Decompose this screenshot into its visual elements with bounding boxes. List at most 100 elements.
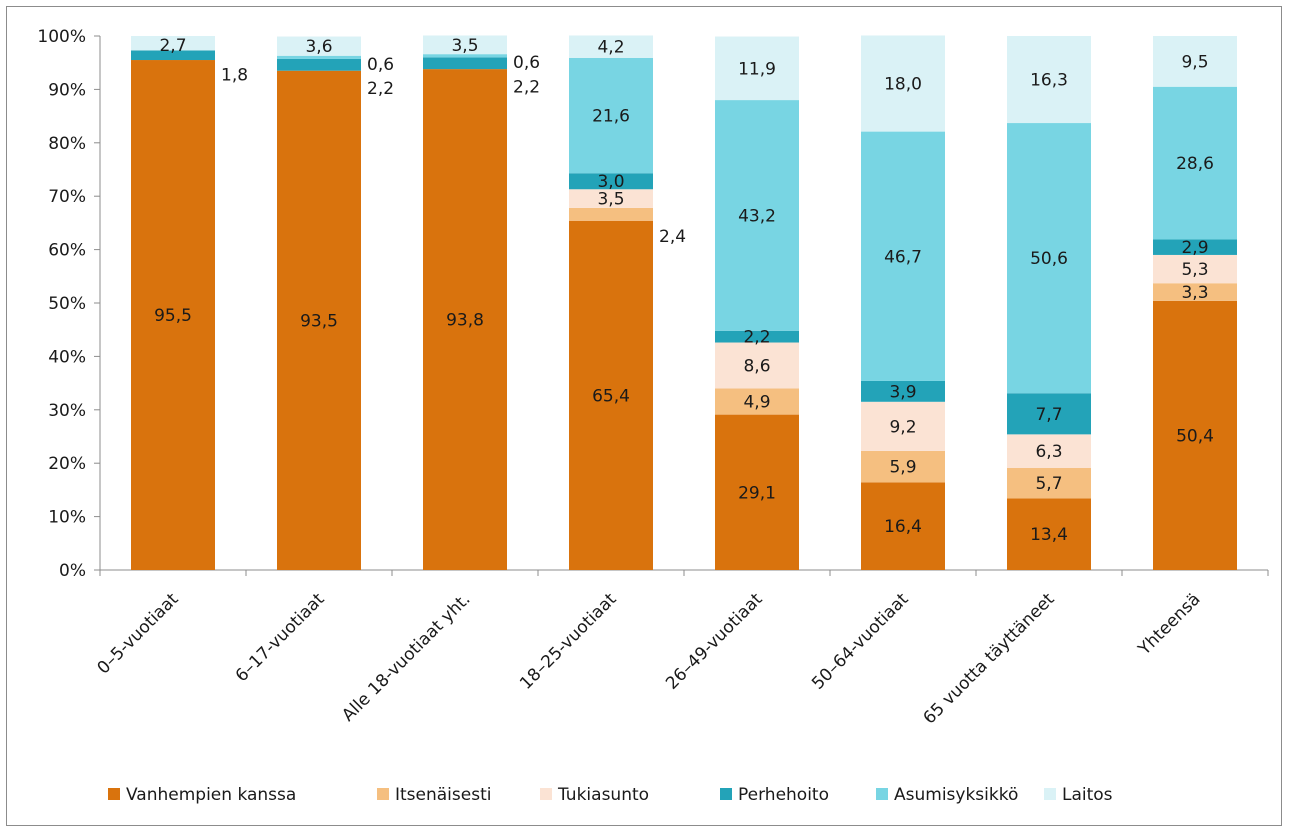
y-tick-label: 60% [48, 241, 86, 261]
data-label: 11,9 [738, 59, 776, 79]
legend-swatch [876, 788, 888, 800]
bar-segment [569, 57, 653, 174]
bar-segment [1153, 300, 1237, 570]
bar-segment [715, 330, 799, 343]
bar-segment [131, 50, 215, 61]
data-label: 16,4 [884, 517, 922, 537]
y-tick-label: 80% [48, 134, 86, 154]
category-label: 6–17-vuotiaat [232, 589, 329, 686]
bar-segment [1153, 239, 1237, 255]
data-label: 9,5 [1181, 52, 1208, 72]
y-tick-label: 10% [48, 508, 86, 528]
category-label: Yhteensä [1134, 589, 1205, 660]
bar-segment [715, 414, 799, 570]
bar-segment [1153, 36, 1237, 87]
data-label: 9,2 [889, 417, 916, 437]
data-label: 95,5 [154, 306, 192, 326]
y-tick-label: 20% [48, 454, 86, 474]
data-label: 0,6 [513, 53, 540, 73]
data-label: 3,6 [305, 37, 332, 57]
bar-segment [1007, 36, 1091, 124]
bar-segment [423, 54, 507, 58]
bar-segment [277, 58, 361, 71]
bar-segment [131, 60, 215, 570]
category-label: Alle 18-vuotiaat yht. [338, 589, 474, 725]
data-label: 93,5 [300, 311, 338, 331]
data-label: 50,4 [1176, 426, 1214, 446]
bar-segment [1153, 86, 1237, 240]
category-label: 65 vuotta täyttäneet [919, 589, 1058, 728]
bar-segment [1153, 283, 1237, 301]
bar-segment [861, 482, 945, 570]
bar-segment [569, 189, 653, 208]
data-label: 6,3 [1035, 442, 1062, 462]
bar-segment [423, 57, 507, 70]
y-tick-label: 100% [37, 27, 86, 47]
y-tick-label: 50% [48, 294, 86, 314]
data-label: 29,1 [738, 483, 776, 503]
data-label: 5,3 [1181, 260, 1208, 280]
data-label: 93,8 [446, 311, 484, 331]
data-label: 4,9 [743, 393, 770, 413]
data-label: 3,0 [597, 172, 624, 192]
bar-segment [277, 70, 361, 571]
y-tick-label: 0% [59, 561, 86, 581]
y-tick-label: 90% [48, 80, 86, 100]
data-label: 3,9 [889, 382, 916, 402]
bar-segment [569, 173, 653, 190]
bar-segment [1153, 254, 1237, 284]
data-label: 4,2 [597, 38, 624, 58]
data-label: 2,7 [159, 36, 186, 56]
bar-segment [715, 36, 799, 101]
data-label: 43,2 [738, 206, 776, 226]
data-label: 16,3 [1030, 71, 1068, 91]
legend-label: Tukiasunto [557, 785, 649, 805]
data-label: 18,0 [884, 75, 922, 95]
data-label: 8,6 [743, 356, 770, 376]
legend-swatch [720, 788, 732, 800]
legend-swatch [540, 788, 552, 800]
legend-label: Itsenäisesti [395, 785, 491, 805]
category-label: 0–5-vuotiaat [93, 589, 182, 678]
data-label: 2,2 [743, 328, 770, 348]
bar-segment [861, 131, 945, 381]
legend-label: Perhehoito [738, 785, 829, 805]
legend-label: Vanhempien kanssa [126, 785, 296, 805]
bar-segment [423, 35, 507, 55]
bar-segment [277, 55, 361, 59]
bar-segment [131, 36, 215, 51]
bar-segment [569, 220, 653, 570]
data-label: 7,7 [1035, 405, 1062, 425]
bar-segment [1007, 468, 1091, 499]
data-label: 3,5 [451, 36, 478, 56]
legend-swatch [108, 788, 120, 800]
legend-swatch [1044, 788, 1056, 800]
data-label: 2,4 [659, 227, 686, 247]
data-label: 1,8 [221, 65, 248, 85]
data-label: 2,2 [367, 79, 394, 99]
legend-swatch [377, 788, 389, 800]
bar-segment [861, 35, 945, 132]
category-label: 18–25-vuotiaat [516, 589, 621, 694]
bar-segment [861, 450, 945, 483]
data-label: 28,6 [1176, 154, 1214, 174]
y-tick-label: 40% [48, 347, 86, 367]
bar-segment [1007, 393, 1091, 435]
y-tick-label: 30% [48, 401, 86, 421]
bar-segment [1007, 123, 1091, 394]
data-label: 3,3 [1181, 283, 1208, 303]
data-label: 0,6 [367, 55, 394, 75]
bar-segment [277, 36, 361, 56]
bar-segment [423, 69, 507, 570]
data-label: 21,6 [592, 107, 630, 127]
data-label: 46,7 [884, 247, 922, 267]
category-label: 26–49-vuotiaat [662, 589, 767, 694]
bar-segment [861, 401, 945, 451]
data-label: 5,7 [1035, 474, 1062, 494]
bar-segment [861, 380, 945, 402]
data-label: 2,2 [513, 77, 540, 97]
y-tick-label: 70% [48, 187, 86, 207]
bar-segment [569, 207, 653, 221]
category-label: 50–64-vuotiaat [808, 589, 913, 694]
